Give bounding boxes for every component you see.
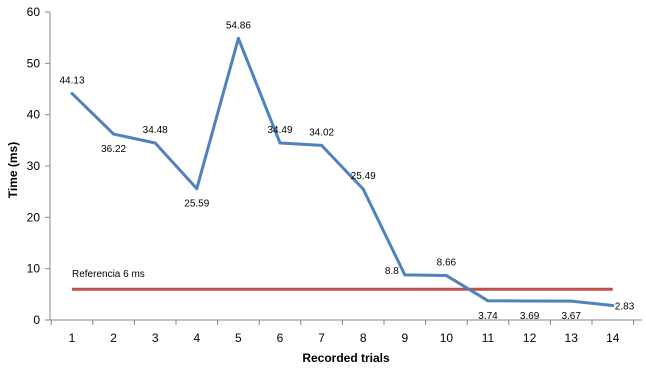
x-tick-label: 5 xyxy=(235,331,242,345)
y-axis-title: Time (ms) xyxy=(6,142,20,198)
x-tick-label: 8 xyxy=(360,331,367,345)
reference-line-label: Referencia 6 ms xyxy=(72,269,145,280)
data-point xyxy=(611,303,615,307)
data-label: 34.48 xyxy=(143,125,168,136)
y-tick-label: 60 xyxy=(27,5,41,19)
x-tick-label: 10 xyxy=(440,331,454,345)
x-tick-label: 2 xyxy=(110,331,117,345)
data-label: 8.66 xyxy=(437,258,457,269)
y-tick-label: 0 xyxy=(33,313,40,327)
data-label: 2.83 xyxy=(615,301,635,312)
data-point xyxy=(361,187,365,191)
x-tick-label: 1 xyxy=(69,331,76,345)
data-point xyxy=(236,36,240,40)
data-label: 54.86 xyxy=(226,20,251,31)
data-label: 25.59 xyxy=(184,199,209,210)
data-label: 3.67 xyxy=(561,311,581,322)
data-point xyxy=(486,299,490,303)
data-label: 8.8 xyxy=(385,266,399,277)
data-label: 44.13 xyxy=(59,75,84,86)
x-tick-label: 9 xyxy=(401,331,408,345)
series-group xyxy=(70,36,615,307)
y-tick-label: 30 xyxy=(27,159,41,173)
data-point xyxy=(444,274,448,278)
y-tick-label: 20 xyxy=(27,210,41,224)
y-tick-label: 40 xyxy=(27,108,41,122)
x-tick-label: 13 xyxy=(565,331,579,345)
data-label: 34.49 xyxy=(267,125,292,136)
data-point xyxy=(112,132,116,136)
y-tick-label: 50 xyxy=(27,56,41,70)
x-tick-label: 4 xyxy=(193,331,200,345)
x-axis-title: Recorded trials xyxy=(302,351,390,365)
data-point xyxy=(70,91,74,95)
series-line xyxy=(70,36,613,307)
x-tick-label: 14 xyxy=(606,331,620,345)
x-tick-label: 11 xyxy=(482,331,495,345)
data-point xyxy=(569,299,573,303)
data-point xyxy=(278,141,282,145)
x-tick-label: 3 xyxy=(152,331,159,345)
data-label: 3.74 xyxy=(478,311,498,322)
data-labels: 44.13 36.22 34.48 25.59 54.86 34.49 34.02 25.49… xyxy=(59,20,634,322)
x-tick-label: 12 xyxy=(523,331,537,345)
x-tick-label: 7 xyxy=(318,331,325,345)
data-point xyxy=(320,143,324,147)
data-label: 34.02 xyxy=(309,127,334,138)
data-label: 25.49 xyxy=(351,171,376,182)
reference-line-group: Referencia 6 ms xyxy=(72,269,613,291)
data-label: 36.22 xyxy=(101,144,126,155)
y-tick-label: 10 xyxy=(27,262,41,276)
data-point xyxy=(528,299,532,303)
data-point xyxy=(403,273,407,277)
x-tick-label: 6 xyxy=(277,331,284,345)
data-point xyxy=(195,187,199,191)
data-label: 3.69 xyxy=(520,311,540,322)
data-point xyxy=(153,141,157,145)
